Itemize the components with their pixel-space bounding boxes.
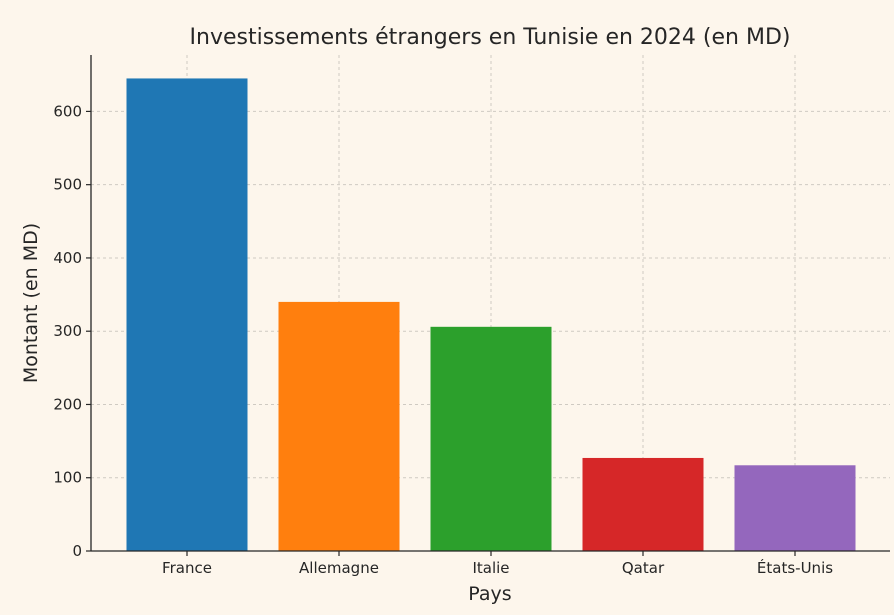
x-axis-label: Pays	[468, 583, 511, 605]
y-tick-label: 500	[53, 176, 82, 194]
y-tick-label: 0	[72, 542, 82, 560]
x-tick-label: Allemagne	[299, 559, 379, 577]
x-tick-label: Italie	[472, 559, 509, 577]
bar-0	[126, 78, 248, 551]
bar-4	[734, 465, 856, 551]
y-tick-label: 600	[53, 102, 82, 120]
x-tick-label: États-Unis	[757, 558, 833, 577]
bars	[126, 78, 856, 551]
y-tick-label: 100	[53, 469, 82, 487]
y-tick-label: 200	[53, 395, 82, 413]
ticks: 0 100 200 300 400 500 600 France Allemagne Italie…	[53, 102, 833, 577]
x-tick-label: France	[162, 559, 212, 577]
chart-title: Investissements étrangers en Tunisie en …	[190, 25, 791, 50]
y-tick-label: 400	[53, 249, 82, 267]
x-tick-label: Qatar	[622, 559, 665, 577]
bar-2	[430, 326, 552, 551]
bar-3	[582, 457, 704, 551]
y-axis-label: Montant (en MD)	[20, 223, 42, 383]
y-tick-label: 300	[53, 322, 82, 340]
bar-1	[278, 301, 400, 551]
